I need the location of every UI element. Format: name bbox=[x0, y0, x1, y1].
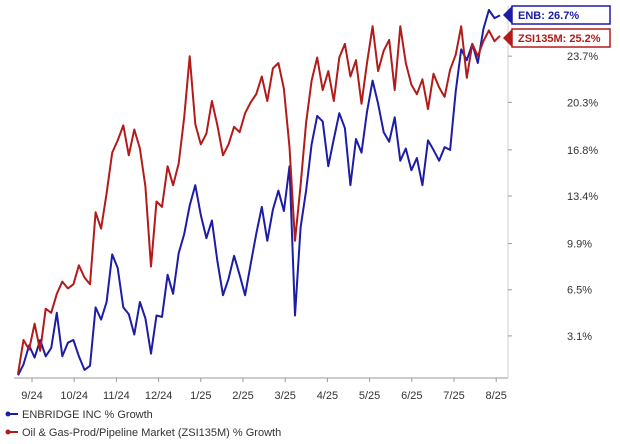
y-tick-label: 23.7% bbox=[567, 51, 598, 63]
end-label-box bbox=[511, 5, 611, 25]
y-tick-label: 13.4% bbox=[567, 191, 598, 203]
end-label-text: ZSI135M: 25.2% bbox=[518, 33, 601, 45]
y-tick-label: 9.9% bbox=[567, 239, 592, 251]
legend-item-zsi135m: Oil & Gas-Prod/Pipeline Market (ZSI135M)… bbox=[5, 427, 281, 439]
x-tick-label: 5/25 bbox=[359, 390, 380, 402]
end-label-text: ENB: 26.7% bbox=[518, 10, 579, 22]
y-tick-label: 16.8% bbox=[567, 145, 598, 157]
series-line-enb bbox=[17, 9, 501, 376]
legend-label: ENBRIDGE INC % Growth bbox=[22, 409, 153, 421]
legend-marker bbox=[5, 411, 11, 417]
x-tick-label: 4/25 bbox=[317, 390, 338, 402]
y-tick-label: 20.3% bbox=[567, 97, 598, 109]
x-tick-label: 1/25 bbox=[190, 390, 211, 402]
y-tick-label: 6.5% bbox=[567, 285, 592, 297]
legend-marker bbox=[5, 429, 11, 435]
x-tick-label: 8/25 bbox=[485, 390, 506, 402]
end-label-pointer bbox=[503, 29, 512, 47]
x-tick-label: 2/25 bbox=[232, 390, 253, 402]
legend-label: Oil & Gas-Prod/Pipeline Market (ZSI135M)… bbox=[22, 427, 281, 439]
series-line-zsi135m bbox=[17, 25, 501, 375]
legend-item-enb: ENBRIDGE INC % Growth bbox=[5, 409, 153, 421]
x-tick-label: 3/25 bbox=[274, 390, 295, 402]
x-tick-label: 9/24 bbox=[21, 390, 42, 402]
y-tick-label: 3.1% bbox=[567, 331, 592, 343]
end-label-box bbox=[511, 28, 611, 48]
end-label-zsi135m: ZSI135M: 25.2% bbox=[503, 28, 611, 48]
x-tick-label: 6/25 bbox=[401, 390, 422, 402]
x-tick-label: 10/24 bbox=[60, 390, 88, 402]
x-tick-label: 12/24 bbox=[145, 390, 173, 402]
end-label-pointer bbox=[503, 6, 512, 24]
end-label-enb: ENB: 26.7% bbox=[503, 5, 611, 25]
x-tick-label: 11/24 bbox=[103, 390, 130, 402]
x-tick-label: 7/25 bbox=[443, 390, 464, 402]
